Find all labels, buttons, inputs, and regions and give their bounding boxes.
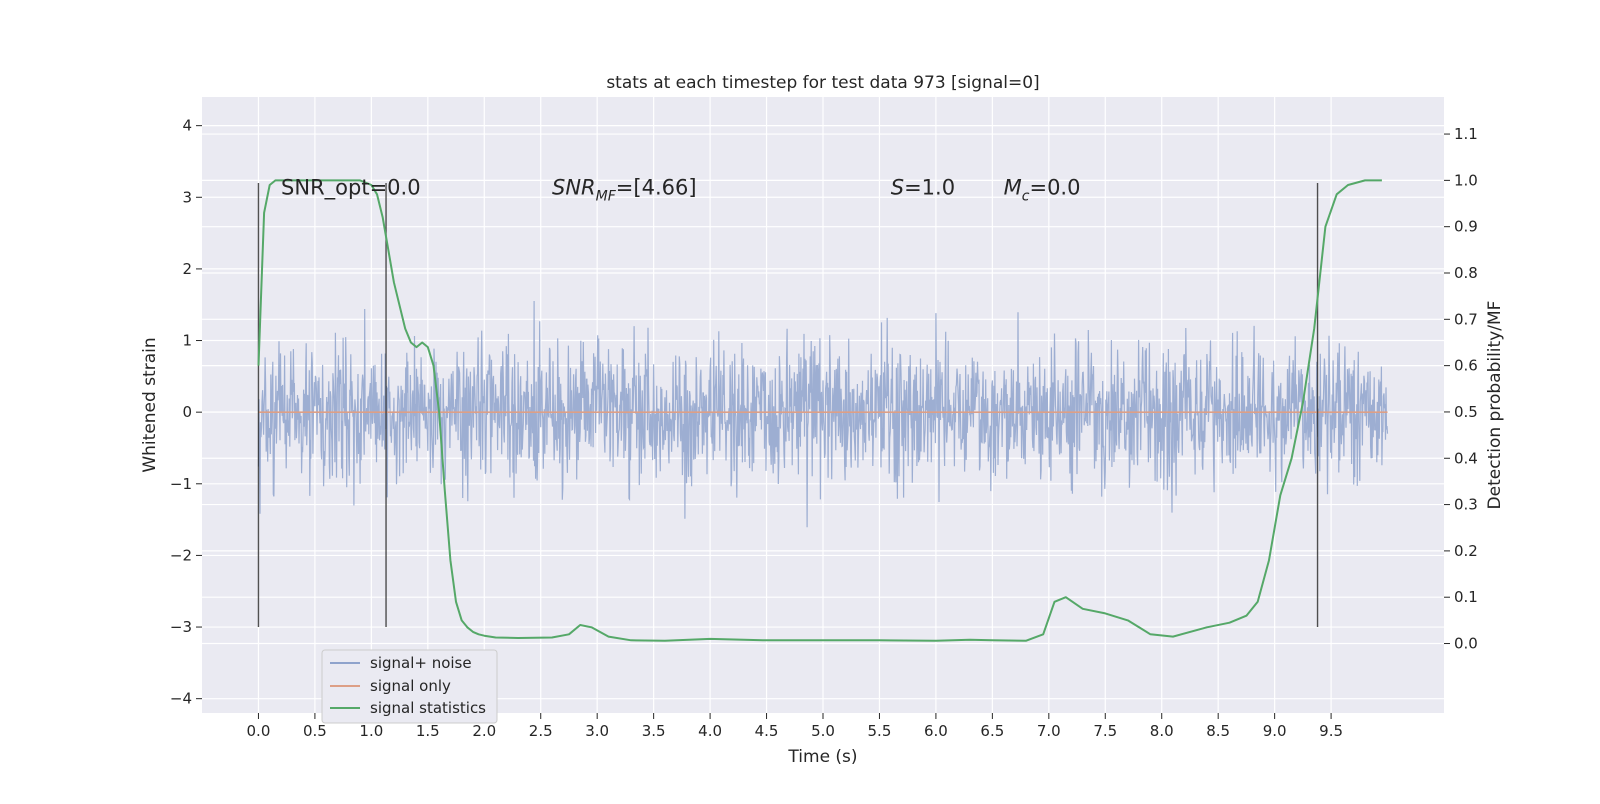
ytick-label-7: 3	[182, 188, 192, 206]
legend-label-signal-noise: signal+ noise	[370, 654, 472, 672]
ytick-label-6: 2	[182, 260, 192, 278]
y2tick-label-5: 0.5	[1454, 403, 1478, 421]
annotation-2: S=1.0	[891, 176, 955, 200]
ytick-label-3: −1	[170, 475, 192, 493]
signal-statistics-series	[257, 179, 1382, 642]
y-axis-label: Whitened strain	[140, 337, 160, 472]
xtick-label-0: 0.0	[247, 722, 271, 740]
legend-label-signal-statistics: signal statistics	[370, 699, 486, 717]
xtick-label-4: 2.0	[472, 722, 496, 740]
ytick-label-5: 1	[182, 332, 192, 350]
y2-axis-label: Detection probability/MF	[1485, 301, 1505, 510]
xtick-label-19: 9.5	[1319, 722, 1343, 740]
y2tick-label-7: 0.7	[1454, 310, 1478, 328]
chart-title: stats at each timestep for test data 973…	[606, 73, 1039, 93]
xtick-label-12: 6.0	[924, 722, 948, 740]
ytick-label-0: −4	[170, 690, 192, 708]
ytick-label-2: −2	[170, 546, 192, 564]
y2tick-label-1: 0.1	[1454, 588, 1478, 606]
x-axis-ticks: 0.0 0.5 1.0 1.5 2.0 2.5 3.0 3.5 4.0 4.5 5.0 5.5 6.0 6…	[247, 713, 1343, 740]
y2tick-label-2: 0.2	[1454, 542, 1478, 560]
y2tick-label-0: 0.0	[1454, 635, 1478, 653]
xtick-label-16: 8.0	[1150, 722, 1174, 740]
x-axis-label: Time (s)	[787, 747, 857, 767]
xtick-label-8: 4.0	[698, 722, 722, 740]
annotations: SNR_opt=0.0 SNRMF=[4.66] S=1.0 Mc=0.0	[281, 176, 1080, 205]
signal-statistics-line	[257, 179, 1382, 642]
xtick-label-7: 3.5	[642, 722, 666, 740]
y2tick-label-4: 0.4	[1454, 449, 1478, 467]
xtick-label-6: 3.0	[585, 722, 609, 740]
legend-box	[321, 649, 498, 724]
annotation-0: SNR_opt=0.0	[281, 176, 421, 201]
y-axis-ticks: −4 −3 −2 −1 0 1 2 3 4	[170, 117, 202, 708]
vertical-markers	[257, 182, 1319, 628]
xtick-label-10: 5.0	[811, 722, 835, 740]
y2tick-label-9: 0.9	[1454, 218, 1478, 236]
xtick-label-2: 1.0	[359, 722, 383, 740]
signal-noise-series	[257, 300, 1389, 528]
xtick-label-15: 7.5	[1093, 722, 1117, 740]
ytick-label-4: 0	[182, 403, 192, 421]
xtick-label-11: 5.5	[868, 722, 892, 740]
xtick-label-3: 1.5	[416, 722, 440, 740]
y2tick-label-6: 0.6	[1454, 357, 1478, 375]
y2tick-label-3: 0.3	[1454, 496, 1478, 514]
legend: signal+ noise signal only signal statist…	[321, 649, 498, 724]
y2tick-label-11: 1.1	[1454, 125, 1478, 143]
xtick-label-13: 6.5	[980, 722, 1004, 740]
ytick-label-8: 4	[182, 117, 192, 135]
y2tick-label-10: 1.0	[1454, 171, 1478, 189]
signal-noise-line	[257, 300, 1389, 528]
xtick-label-17: 8.5	[1206, 722, 1230, 740]
xtick-label-9: 4.5	[755, 722, 779, 740]
annotation-1: SNRMF=[4.66]	[552, 176, 697, 205]
xtick-label-18: 9.0	[1263, 722, 1287, 740]
annotation-3: Mc=0.0	[1004, 176, 1081, 205]
xtick-label-5: 2.5	[529, 722, 553, 740]
xtick-label-1: 0.5	[303, 722, 327, 740]
legend-label-signal-only: signal only	[370, 677, 451, 695]
y2-axis-ticks: 0.0 0.1 0.2 0.3 0.4 0.5 0.6 0.7 0.8 0.9 1.0 1.1	[1444, 125, 1478, 653]
ytick-label-1: −3	[170, 618, 192, 636]
y2tick-label-8: 0.8	[1454, 264, 1478, 282]
xtick-label-14: 7.0	[1037, 722, 1061, 740]
